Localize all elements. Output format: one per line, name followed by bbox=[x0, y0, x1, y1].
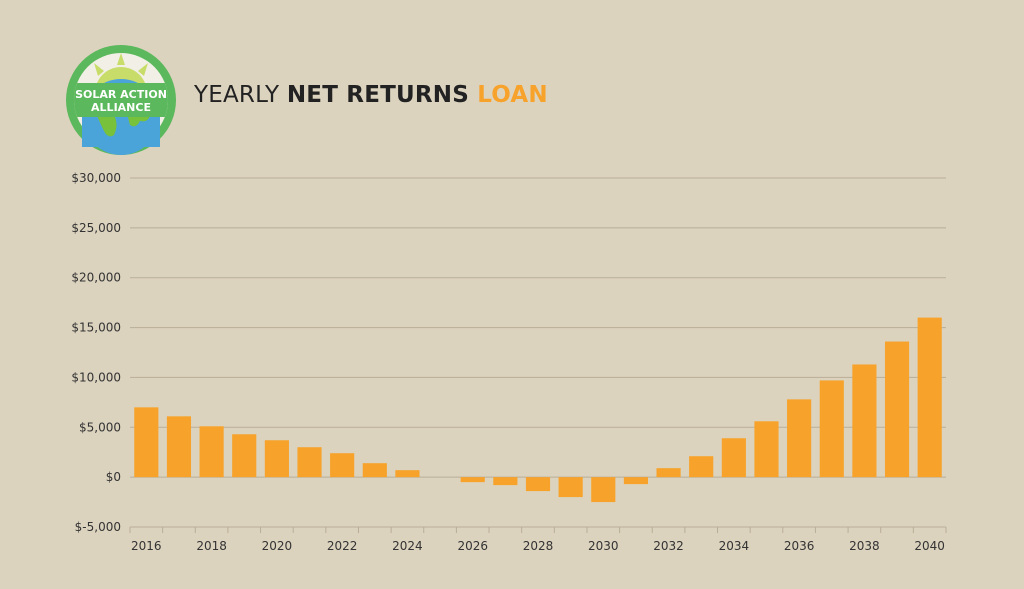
bar-2038 bbox=[852, 364, 877, 478]
y-tick-label: $5,000 bbox=[79, 420, 121, 434]
y-tick-label: $0 bbox=[106, 470, 121, 484]
x-tick-label: 2018 bbox=[196, 539, 227, 553]
bar-2029 bbox=[558, 477, 583, 498]
bar-2028 bbox=[525, 477, 551, 492]
y-tick-label: $25,000 bbox=[71, 221, 121, 235]
bar-2024 bbox=[395, 470, 420, 478]
x-tick-label: 2020 bbox=[262, 539, 293, 553]
bar-2020 bbox=[264, 440, 289, 478]
bar-2036 bbox=[787, 399, 812, 478]
bar-2040 bbox=[917, 317, 942, 478]
x-tick-label: 2024 bbox=[392, 539, 423, 553]
bar-2016 bbox=[134, 407, 159, 478]
x-tick-label: 2038 bbox=[849, 539, 880, 553]
y-axis-ticks: $-5,000 $0 $5,000 $10,000 $15,000 $20,000 $25,… bbox=[71, 171, 121, 534]
bar-2033 bbox=[689, 456, 714, 478]
title-part-yearly: YEARLY bbox=[194, 82, 287, 108]
bar-2032 bbox=[656, 468, 681, 478]
bar-2021 bbox=[297, 447, 322, 478]
title-part-net-returns: NET RETURNS bbox=[286, 82, 469, 108]
x-axis bbox=[129, 526, 947, 533]
x-axis-ticks: 2016 2018 2020 2022 2024 2026 2028 2030 2032 2034… bbox=[131, 539, 945, 553]
bar-2017 bbox=[166, 416, 192, 478]
x-tick-label: 2034 bbox=[719, 539, 750, 553]
bar-2022 bbox=[330, 453, 355, 478]
y-tick-label: $-5,000 bbox=[75, 520, 121, 534]
bar-2027 bbox=[493, 477, 518, 486]
x-tick-label: 2030 bbox=[588, 539, 619, 553]
x-tick-label: 2026 bbox=[457, 539, 488, 553]
logo-text-line1: SOLAR ACTION bbox=[75, 88, 167, 101]
bar-2031 bbox=[623, 477, 648, 485]
bar-2039 bbox=[884, 341, 910, 478]
y-tick-label: $30,000 bbox=[71, 171, 121, 185]
x-tick-label: 2040 bbox=[914, 539, 945, 553]
solar-action-alliance-logo: SOLAR ACTION ALLIANCE bbox=[66, 45, 176, 155]
bar-2026 bbox=[460, 477, 485, 483]
x-tick-label: 2036 bbox=[784, 539, 815, 553]
bar-2019 bbox=[232, 434, 257, 478]
bar-2023 bbox=[362, 463, 387, 478]
bar-2037 bbox=[819, 380, 844, 478]
bar-2034 bbox=[721, 438, 746, 478]
x-tick-label: 2016 bbox=[131, 539, 162, 553]
y-tick-label: $10,000 bbox=[71, 370, 121, 384]
y-tick-label: $20,000 bbox=[71, 271, 121, 285]
chart-title: YEARLY NET RETURNS LOAN bbox=[194, 82, 548, 108]
y-tick-label: $15,000 bbox=[71, 321, 121, 335]
logo-text-line2: ALLIANCE bbox=[91, 101, 151, 114]
bar-2018 bbox=[199, 426, 224, 478]
x-tick-label: 2028 bbox=[523, 539, 554, 553]
bar-2030 bbox=[591, 477, 616, 503]
bar-2035 bbox=[754, 421, 779, 478]
x-tick-label: 2022 bbox=[327, 539, 358, 553]
title-part-loan: LOAN bbox=[469, 82, 548, 108]
bars bbox=[134, 317, 942, 503]
x-tick-label: 2032 bbox=[653, 539, 684, 553]
